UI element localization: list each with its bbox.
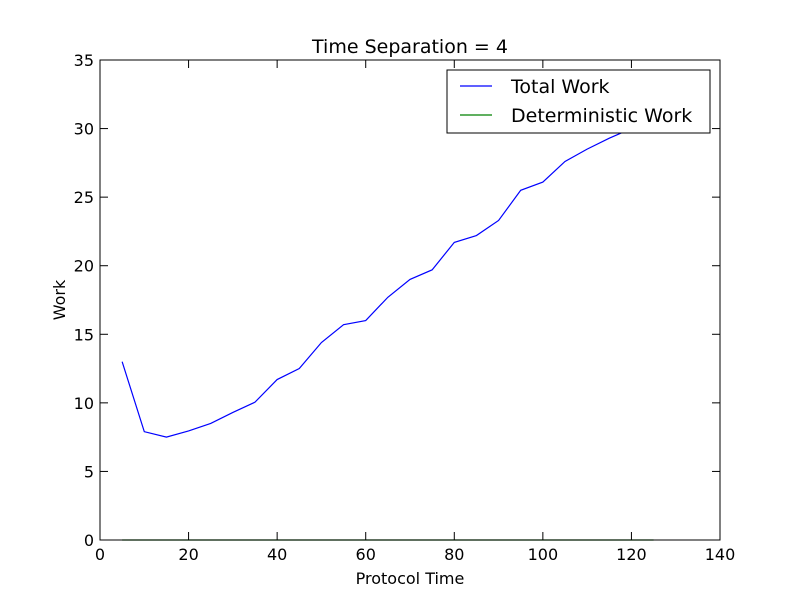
series-line-1: [121, 123, 654, 438]
chart-title: Time Separation = 4: [311, 36, 508, 58]
x-tick-label: 20: [178, 545, 198, 564]
y-tick-label: 25: [74, 188, 94, 207]
legend-label-2: Deterministic Work: [511, 105, 692, 127]
y-tick-label: 15: [74, 325, 94, 344]
x-tick-label: 140: [705, 545, 736, 564]
x-tick-label: 120: [616, 545, 647, 564]
legend-box: [446, 69, 711, 134]
y-tick-label: 35: [74, 51, 94, 70]
x-tick-label: 60: [356, 545, 376, 564]
y-tick-label: 5: [84, 462, 94, 481]
x-tick-label: 80: [444, 545, 464, 564]
plot-area: [100, 60, 720, 540]
y-tick-label: 0: [84, 531, 94, 550]
x-axis: 0 20 40 60 80 100 120 140: [95, 60, 735, 564]
legend: Total Work Deterministic Work: [446, 69, 711, 134]
x-tick-label: 0: [95, 545, 105, 564]
y-axis-label: Work: [50, 279, 69, 320]
x-tick-label: 40: [267, 545, 287, 564]
x-axis-label: Protocol Time: [356, 569, 465, 588]
y-tick-label: 10: [74, 394, 94, 413]
y-tick-label: 20: [74, 257, 94, 276]
plot-frame: [99, 59, 721, 541]
y-tick-label: 30: [74, 120, 94, 139]
legend-label-1: Total Work: [510, 76, 610, 98]
y-axis: 0 5 10 15 20 25 30 35: [74, 51, 720, 550]
x-tick-label: 100: [528, 545, 559, 564]
